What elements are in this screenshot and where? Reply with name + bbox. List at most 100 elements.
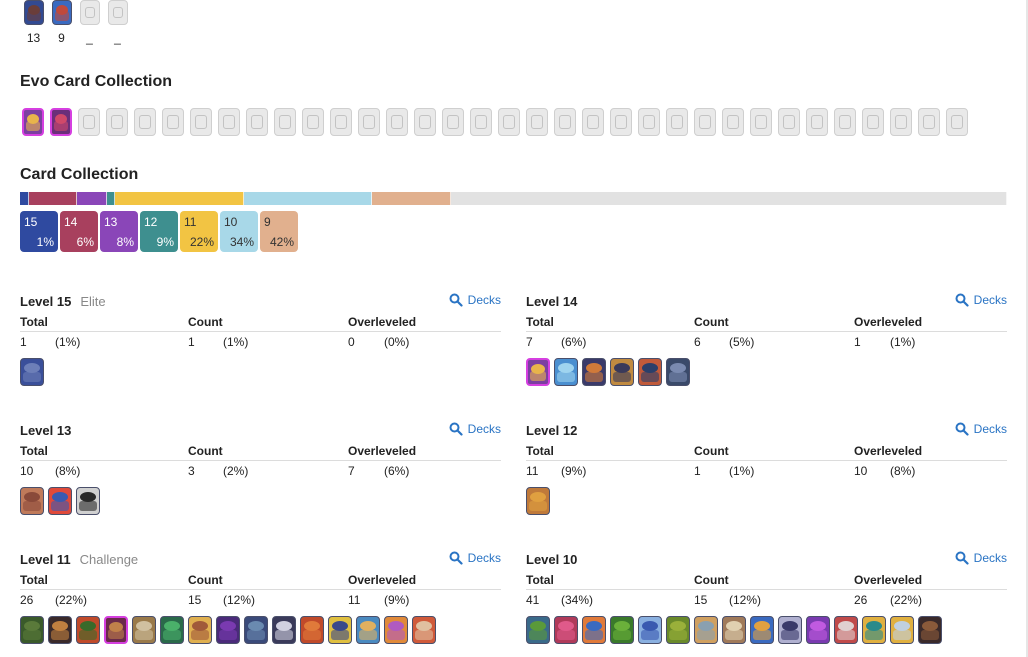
card-icon[interactable]	[20, 487, 44, 515]
level-tile-13[interactable]: 13 8%	[100, 211, 138, 252]
locked-evo-card-icon[interactable]	[750, 108, 772, 136]
level-tile-12[interactable]: 12 9%	[140, 211, 178, 252]
level-card-row	[20, 616, 501, 644]
locked-evo-card-icon[interactable]	[610, 108, 632, 136]
card-icon[interactable]	[132, 616, 156, 644]
card-icon[interactable]	[216, 616, 240, 644]
card-icon[interactable]	[48, 487, 72, 515]
locked-evo-card-icon[interactable]	[526, 108, 548, 136]
card-icon[interactable]	[890, 616, 914, 644]
decks-link[interactable]: Decks	[449, 293, 501, 307]
card-icon[interactable]	[51, 0, 72, 25]
card-icon[interactable]	[23, 0, 44, 25]
locked-evo-card-icon[interactable]	[666, 108, 688, 136]
locked-evo-card-icon[interactable]	[834, 108, 856, 136]
card-icon[interactable]	[526, 616, 550, 644]
level-tile-11[interactable]: 11 22%	[180, 211, 218, 252]
card-icon[interactable]	[554, 358, 578, 386]
card-icon[interactable]	[160, 616, 184, 644]
stats-header: Total Count Overleveled	[20, 444, 501, 461]
search-icon	[955, 293, 969, 307]
locked-evo-card-icon[interactable]	[890, 108, 912, 136]
level-tile-14[interactable]: 14 6%	[60, 211, 98, 252]
locked-evo-card-icon[interactable]	[190, 108, 212, 136]
level-tile-9[interactable]: 9 42%	[260, 211, 298, 252]
locked-evo-card-icon[interactable]	[134, 108, 156, 136]
card-icon[interactable]	[107, 0, 128, 25]
card-icon[interactable]	[328, 616, 352, 644]
locked-evo-card-icon[interactable]	[554, 108, 576, 136]
total-header: Total	[526, 573, 554, 587]
locked-evo-card-icon[interactable]	[778, 108, 800, 136]
card-icon[interactable]	[20, 616, 44, 644]
card-icon[interactable]	[806, 616, 830, 644]
locked-evo-card-icon[interactable]	[358, 108, 380, 136]
card-icon[interactable]	[244, 616, 268, 644]
locked-evo-card-icon[interactable]	[106, 108, 128, 136]
card-icon[interactable]	[76, 616, 100, 644]
level-subtitle: Elite	[80, 293, 106, 309]
locked-evo-card-icon[interactable]	[638, 108, 660, 136]
card-icon[interactable]	[526, 358, 550, 386]
card-icon[interactable]	[638, 358, 662, 386]
locked-evo-card-icon[interactable]	[162, 108, 184, 136]
locked-evo-card-icon[interactable]	[918, 108, 940, 136]
locked-evo-card-icon[interactable]	[946, 108, 968, 136]
count-header: Count	[188, 315, 223, 329]
card-icon[interactable]	[554, 616, 578, 644]
card-icon[interactable]	[356, 616, 380, 644]
decks-link[interactable]: Decks	[449, 551, 501, 565]
card-icon[interactable]	[834, 616, 858, 644]
card-icon[interactable]	[48, 616, 72, 644]
locked-evo-card-icon[interactable]	[722, 108, 744, 136]
card-icon[interactable]	[666, 358, 690, 386]
locked-evo-card-icon[interactable]	[330, 108, 352, 136]
evo-card-icon[interactable]	[50, 108, 72, 136]
level-tile-10[interactable]: 10 34%	[220, 211, 258, 252]
card-icon[interactable]	[582, 358, 606, 386]
locked-evo-card-icon[interactable]	[218, 108, 240, 136]
locked-evo-card-icon[interactable]	[806, 108, 828, 136]
card-icon[interactable]	[104, 616, 128, 644]
card-icon[interactable]	[582, 616, 606, 644]
locked-evo-card-icon[interactable]	[386, 108, 408, 136]
card-icon[interactable]	[638, 616, 662, 644]
locked-evo-card-icon[interactable]	[470, 108, 492, 136]
card-icon[interactable]	[20, 358, 44, 386]
locked-evo-card-icon[interactable]	[274, 108, 296, 136]
card-icon[interactable]	[778, 616, 802, 644]
card-icon[interactable]	[76, 487, 100, 515]
card-icon[interactable]	[750, 616, 774, 644]
card-icon[interactable]	[79, 0, 100, 25]
decks-link[interactable]: Decks	[449, 422, 501, 436]
card-icon[interactable]	[384, 616, 408, 644]
level-tile-15[interactable]: 15 1%	[20, 211, 58, 252]
card-icon[interactable]	[272, 616, 296, 644]
card-icon[interactable]	[188, 616, 212, 644]
locked-evo-card-icon[interactable]	[862, 108, 884, 136]
locked-evo-card-icon[interactable]	[246, 108, 268, 136]
card-icon[interactable]	[722, 616, 746, 644]
card-icon[interactable]	[862, 616, 886, 644]
card-icon[interactable]	[300, 616, 324, 644]
decks-link[interactable]: Decks	[955, 551, 1007, 565]
card-icon[interactable]	[694, 616, 718, 644]
locked-evo-card-icon[interactable]	[414, 108, 436, 136]
card-icon[interactable]	[610, 616, 634, 644]
card-icon[interactable]	[918, 616, 942, 644]
count-value: 1	[188, 335, 195, 349]
locked-evo-card-icon[interactable]	[694, 108, 716, 136]
locked-evo-card-icon[interactable]	[498, 108, 520, 136]
evo-card-icon[interactable]	[22, 108, 44, 136]
evo-card-row	[22, 108, 968, 136]
locked-evo-card-icon[interactable]	[442, 108, 464, 136]
card-icon[interactable]	[610, 358, 634, 386]
card-icon[interactable]	[666, 616, 690, 644]
locked-evo-card-icon[interactable]	[78, 108, 100, 136]
locked-evo-card-icon[interactable]	[302, 108, 324, 136]
locked-evo-card-icon[interactable]	[582, 108, 604, 136]
card-icon[interactable]	[526, 487, 550, 515]
decks-link[interactable]: Decks	[955, 422, 1007, 436]
decks-link[interactable]: Decks	[955, 293, 1007, 307]
card-icon[interactable]	[412, 616, 436, 644]
